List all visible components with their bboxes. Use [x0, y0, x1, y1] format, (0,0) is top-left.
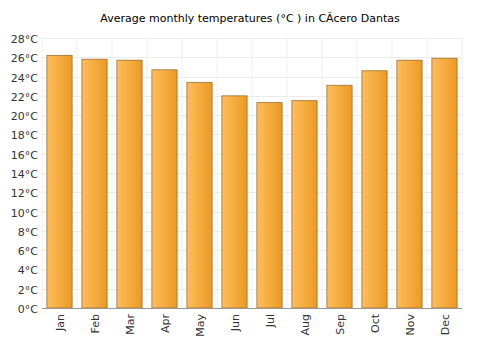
bar	[117, 60, 142, 308]
x-tick-label: Dec	[439, 314, 452, 335]
x-tick-label: Nov	[404, 314, 417, 336]
y-tick-label: 14°C	[11, 168, 38, 181]
x-tick-label: Jan	[54, 314, 67, 332]
x-tick-label: Feb	[89, 314, 102, 333]
y-tick-label: 18°C	[11, 129, 38, 142]
bar	[292, 101, 317, 308]
y-tick-label: 20°C	[11, 110, 38, 123]
bar	[432, 58, 457, 308]
y-tick-label: 26°C	[11, 52, 38, 65]
bar	[397, 60, 422, 308]
y-tick-label: 0°C	[18, 303, 38, 316]
y-tick-label: 16°C	[11, 149, 38, 162]
x-tick-label: Apr	[159, 314, 172, 334]
bar	[187, 82, 212, 308]
bar	[222, 96, 247, 308]
x-axis-line	[42, 308, 462, 309]
bar	[152, 70, 177, 308]
grid-line	[42, 57, 462, 58]
y-tick-label: 28°C	[11, 33, 38, 46]
y-tick-label: 24°C	[11, 72, 38, 85]
y-tick-label: 10°C	[11, 207, 38, 220]
title: Average monthly temperatures (°C ) in CÃ…	[100, 12, 400, 25]
bar	[327, 85, 352, 308]
grid-line	[42, 38, 462, 39]
x-tick-label: Jun	[229, 314, 242, 332]
chart-svg: Average monthly temperatures (°C ) in CÃ…	[0, 0, 500, 350]
x-tick-label: Oct	[369, 313, 382, 333]
bar	[82, 59, 107, 308]
chart-container: Average monthly temperatures (°C ) in CÃ…	[0, 0, 500, 350]
y-tick-label: 2°C	[18, 284, 38, 297]
y-tick-label: 4°C	[18, 264, 38, 277]
y-tick-label: 6°C	[18, 245, 38, 258]
x-tick-label: Jul	[264, 314, 277, 328]
bar	[47, 55, 72, 308]
y-tick-label: 22°C	[11, 91, 38, 104]
x-tick-label: Mar	[124, 314, 137, 335]
x-tick-label: May	[194, 314, 207, 337]
x-tick-label: Aug	[299, 314, 312, 335]
bars	[47, 55, 457, 308]
bar	[257, 103, 282, 308]
y-tick-label: 8°C	[18, 226, 38, 239]
y-tick-label: 12°C	[11, 187, 38, 200]
bar	[362, 71, 387, 308]
grid-line	[42, 308, 462, 309]
x-tick-label: Sep	[334, 314, 347, 335]
